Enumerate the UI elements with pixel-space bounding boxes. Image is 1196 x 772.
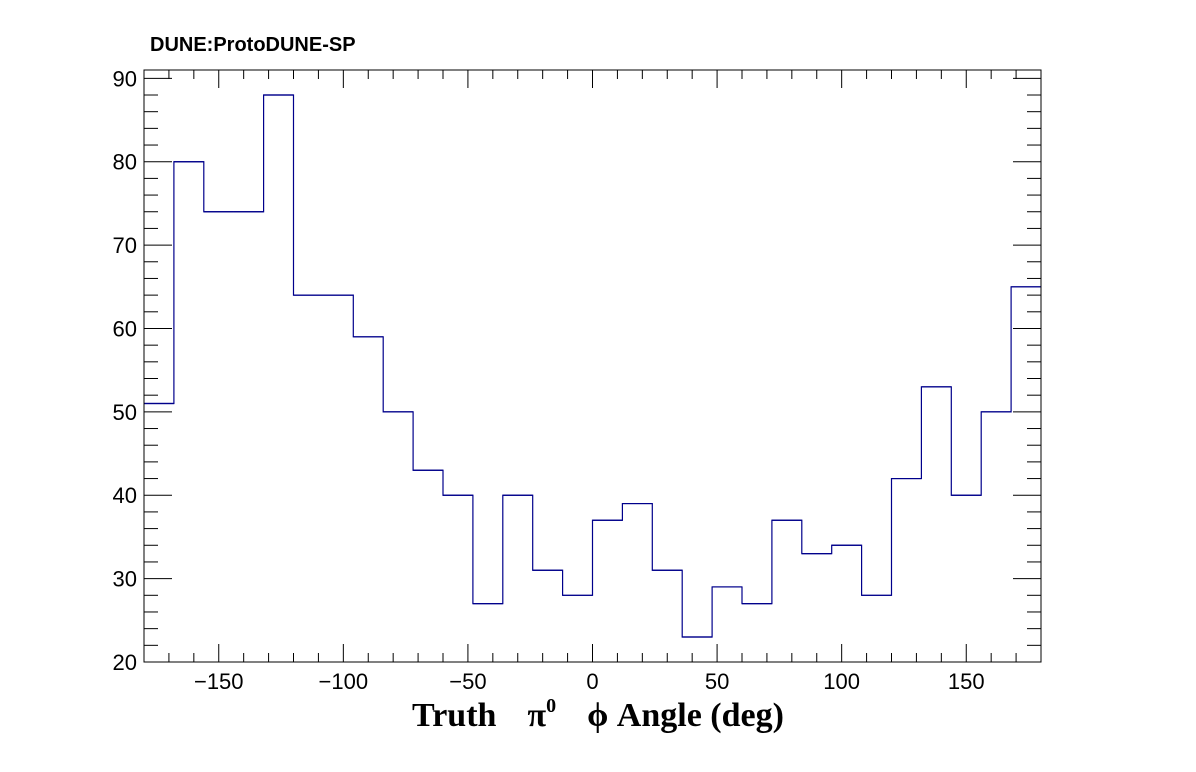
x-axis-label-superscript: 0 [546, 695, 557, 717]
x-tick-label: −50 [449, 669, 486, 694]
histogram-outline [144, 94, 1041, 638]
y-tick-label: 40 [113, 483, 137, 508]
x-axis-label-prefix: Truth [412, 697, 497, 734]
y-tick-label: 30 [113, 567, 137, 592]
x-tick-label: −100 [319, 669, 369, 694]
chart-title: DUNE:ProtoDUNE-SP [150, 34, 356, 56]
x-tick-label: −150 [194, 669, 244, 694]
histogram-series [144, 94, 1041, 638]
x-tick-label: 100 [823, 669, 860, 694]
tick-labels: −150 −100 −50 0 50 100 150 20 30 40 50 60 70 80 90 [113, 66, 985, 694]
y-tick-label: 90 [113, 66, 137, 91]
y-tick-label: 50 [113, 400, 137, 425]
y-tick-label: 20 [113, 650, 137, 675]
plot-frame [143, 69, 1042, 663]
y-tick-label: 80 [113, 150, 137, 175]
x-tick-label: 150 [948, 669, 985, 694]
x-axis-label: Truth π0 ϕ Angle (deg) [0, 695, 1196, 735]
x-tick-label: 50 [705, 669, 729, 694]
y-tick-label: 60 [113, 316, 137, 341]
x-axis-label-symbol: π [527, 697, 547, 734]
x-tick-label: 0 [586, 669, 598, 694]
x-axis-label-suffix: ϕ Angle (deg) [587, 697, 784, 734]
y-tick-label: 70 [113, 233, 137, 258]
